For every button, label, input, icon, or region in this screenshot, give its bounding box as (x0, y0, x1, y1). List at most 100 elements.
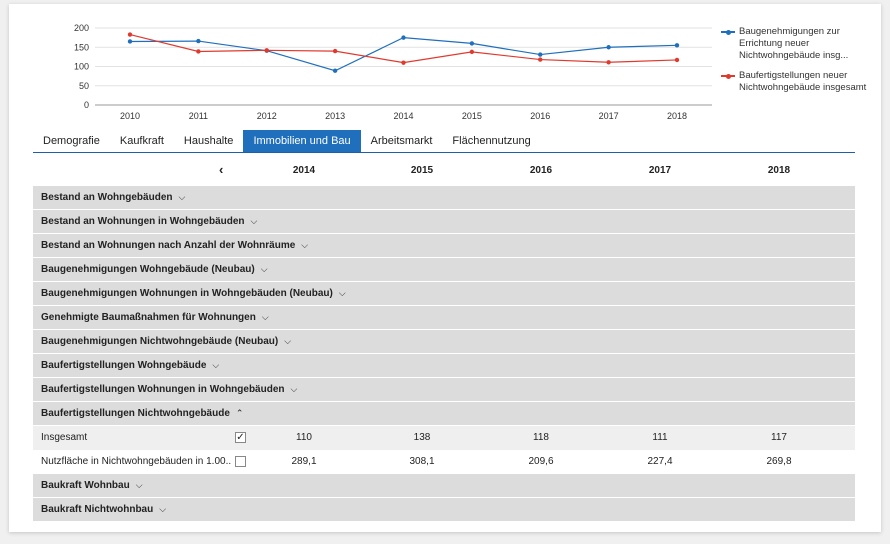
data-point (264, 48, 269, 53)
legend-item[interactable]: Baugenehmigungen zur Errichtung neuer Ni… (721, 26, 871, 62)
chevron-left-icon[interactable]: ‹ (219, 162, 224, 177)
table-row: Insgesamt ✓ 110 138 118 111 117 (33, 426, 855, 450)
y-tick-label: 50 (79, 81, 89, 91)
x-tick-label: 2011 (189, 111, 208, 121)
y-tick-label: 200 (74, 23, 89, 33)
legend-label: Baugenehmigungen zur Errichtung neuer Ni… (739, 26, 849, 61)
table-cell: 111 (652, 432, 668, 443)
data-point (606, 60, 611, 65)
chart-legend: Baugenehmigungen zur Errichtung neuer Ni… (721, 26, 871, 102)
data-point (196, 38, 201, 44)
section-header[interactable]: Baukraft Nichtwohnbau ⌵ (33, 498, 855, 522)
section-header[interactable]: Baukraft Wohnbau ⌵ (33, 474, 855, 498)
data-point (127, 39, 133, 44)
table-cell: 110 (296, 432, 312, 443)
row-label: Nutzfläche in Nichtwohngebäuden in 1.00.… (41, 456, 231, 467)
chevron-down-icon: ⌵ (284, 336, 292, 346)
data-point (538, 57, 543, 62)
tab-4[interactable]: Arbeitsmarkt (370, 135, 433, 147)
year-header-cell: 2015 (410, 165, 434, 176)
tab-1[interactable]: Kaufkraft (119, 135, 164, 147)
chevron-down-icon: ⌵ (301, 240, 309, 250)
row-checkbox[interactable]: ✓ (235, 432, 246, 443)
section-label: Baufertigstellungen Nichtwohngebäude (41, 408, 230, 419)
x-tick-label: 2017 (599, 111, 619, 121)
section-label: Bestand an Wohnungen nach Anzahl der Woh… (41, 240, 296, 251)
data-point (674, 57, 680, 63)
chevron-down-icon: ⌵ (261, 312, 269, 322)
table-cell: 138 (413, 432, 431, 443)
year-header: ‹ 2014 2015 2016 2017 2018 (33, 158, 855, 184)
table-cell: 118 (533, 432, 549, 443)
section-header[interactable]: Baugenehmigungen Nichtwohngebäude (Neuba… (33, 330, 855, 354)
legend-swatch (721, 29, 735, 35)
line-chart: 0 50 100 150 200 2010 2011 2012 2013 2014 2015 2016… (74, 23, 712, 121)
main-card: 0 50 100 150 200 2010 2011 2012 2013 2014 2015 2016… (9, 4, 881, 532)
chevron-down-icon: ⌵ (212, 360, 220, 370)
data-point (674, 43, 680, 48)
year-header-cell: 2017 (648, 165, 672, 176)
legend-item[interactable]: Baufertigstellungen neuer Nichtwohngebäu… (721, 70, 871, 94)
chevron-down-icon: ⌵ (338, 288, 346, 298)
section-header[interactable]: Baufertigstellungen Wohngebäude ⌵ (33, 354, 855, 378)
year-header-cell: 2018 (767, 165, 791, 176)
data-point (606, 45, 611, 50)
chevron-up-icon: ⌃ (235, 408, 244, 418)
section-header[interactable]: Baufertigstellungen Nichtwohngebäude ⌃ (33, 402, 855, 426)
chevron-down-icon: ⌵ (260, 264, 268, 274)
section-label: Baugenehmigungen Wohngebäude (Neubau) (41, 264, 255, 275)
table-cell: 209,6 (528, 456, 554, 467)
data-point (196, 49, 201, 54)
section-label: Baukraft Wohnbau (41, 480, 130, 491)
table-cell: 289,1 (291, 456, 317, 467)
tab-2[interactable]: Haushalte (183, 135, 234, 147)
section-label: Baufertigstellungen Wohngebäude (41, 360, 207, 371)
table-cell: 308,1 (409, 456, 435, 467)
section-header[interactable]: Baufertigstellungen Wohnungen in Wohngeb… (33, 378, 855, 402)
section-header[interactable]: Bestand an Wohnungen nach Anzahl der Woh… (33, 234, 855, 258)
data-point (538, 52, 543, 57)
section-header[interactable]: Bestand an Wohnungen in Wohngebäuden ⌵ (33, 210, 855, 234)
year-header-cell: 2016 (529, 165, 553, 176)
tab-0[interactable]: Demografie (43, 135, 100, 147)
section-label: Baufertigstellungen Wohnungen in Wohngeb… (41, 384, 285, 395)
legend-dot (726, 73, 731, 79)
table-cell: 117 (771, 432, 787, 443)
series-line-0 (129, 37, 678, 72)
data-point (401, 35, 406, 40)
x-tick-label: 2012 (257, 111, 277, 121)
section-header[interactable]: Bestand an Wohngebäuden ⌵ (33, 186, 855, 210)
section-header[interactable]: Baugenehmigungen Wohngebäude (Neubau) ⌵ (33, 258, 855, 282)
y-tick-label: 100 (74, 62, 89, 72)
legend-label: Baufertigstellungen neuer Nichtwohngebäu… (739, 70, 867, 93)
tab-5[interactable]: Flächennutzung (452, 135, 531, 147)
x-tick-label: 2013 (325, 111, 345, 121)
y-tick-label: 0 (84, 100, 89, 110)
data-point (332, 48, 338, 54)
tab-3[interactable]: Immobilien und Bau (243, 130, 361, 152)
section-header[interactable]: Baugenehmigungen Wohnungen in Wohngebäud… (33, 282, 855, 306)
section-header[interactable]: Genehmigte Baumaßnahmen für Wohnungen ⌵ (33, 306, 855, 330)
table-row: Nutzfläche in Nichtwohngebäuden in 1.00.… (33, 450, 855, 474)
tab-bar: Demografie Kaufkraft Haushalte Immobilien u… (33, 130, 855, 153)
x-tick-label: 2018 (667, 111, 687, 121)
x-tick-label: 2014 (393, 111, 413, 121)
table-cell: 227,4 (647, 456, 673, 467)
data-point (127, 32, 133, 37)
legend-dot (726, 29, 731, 35)
x-tick-label: 2015 (462, 111, 482, 121)
row-checkbox[interactable] (235, 456, 246, 467)
chevron-down-icon: ⌵ (250, 216, 258, 226)
chevron-down-icon: ⌵ (290, 384, 298, 394)
section-label: Baugenehmigungen Nichtwohngebäude (Neuba… (41, 336, 279, 347)
section-label: Baugenehmigungen Wohnungen in Wohngebäud… (41, 288, 333, 299)
data-point (401, 60, 406, 65)
section-label: Baukraft Nichtwohnbau (41, 504, 154, 515)
table-cell: 269,8 (766, 456, 792, 467)
data-point (469, 41, 475, 46)
y-tick-label: 150 (74, 42, 89, 52)
legend-swatch (721, 73, 735, 79)
data-point (469, 49, 475, 55)
chevron-down-icon: ⌵ (178, 192, 186, 202)
data-point (332, 68, 338, 73)
